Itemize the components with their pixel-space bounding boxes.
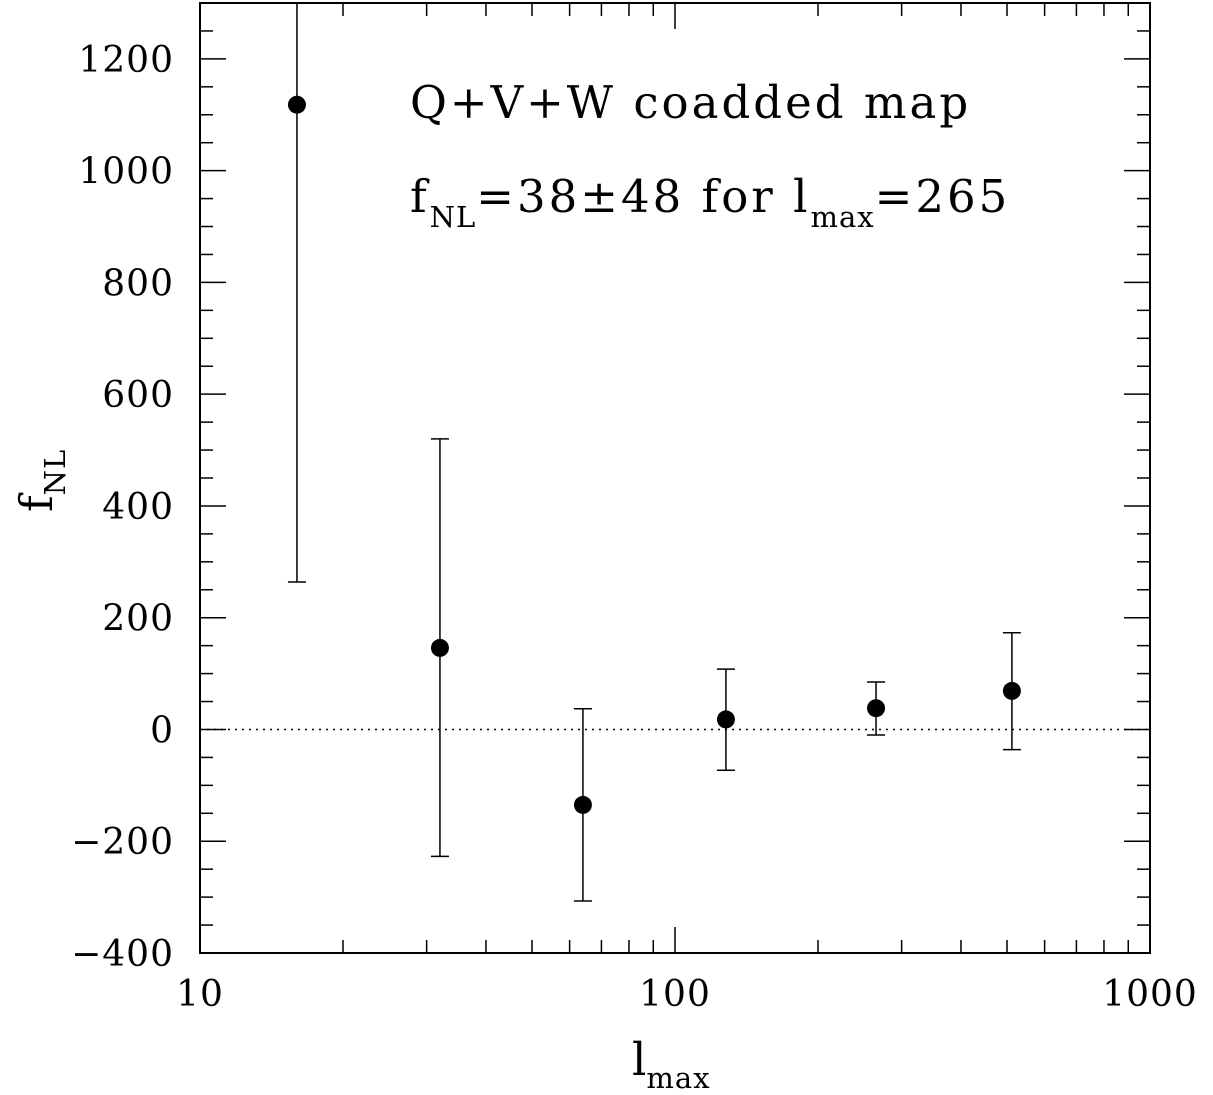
annotation-lmax-value: =265 <box>875 170 1011 223</box>
y-axis-title: fNL <box>10 449 72 512</box>
x-axis-title-sub: max <box>646 1061 710 1095</box>
annotation-fnl: f <box>410 170 430 223</box>
x-axis-title: lmax <box>632 1033 711 1095</box>
y-tick-label: 1200 <box>78 40 174 81</box>
y-tick-label: 400 <box>102 487 174 528</box>
data-point <box>716 710 735 729</box>
annotation-value: =38±48 for l <box>476 170 810 223</box>
y-tick-label: 1000 <box>78 152 174 193</box>
data-point <box>1002 681 1021 700</box>
y-tick-label: −200 <box>71 822 174 863</box>
data-points <box>287 3 1021 902</box>
x-tick-labels: 10 100 1000 <box>176 974 1198 1015</box>
y-tick-label: 800 <box>102 263 174 304</box>
y-tick-label: 0 <box>150 710 174 751</box>
major-ticks <box>199 3 1151 954</box>
data-point <box>867 699 886 718</box>
y-tick-labels: −400 −200 0 200 400 600 800 1000 1200 <box>71 40 174 975</box>
annotation-title: Q+V+W coadded map <box>410 76 971 129</box>
x-axis-title-main: l <box>632 1033 646 1086</box>
x-tick-label: 1000 <box>1102 974 1198 1015</box>
y-axis-title-main: f <box>10 492 63 512</box>
annotation-result: fNL=38±48 for lmax=265 <box>410 170 1010 234</box>
data-point <box>287 95 306 114</box>
annotation-fnl-sub: NL <box>430 200 477 234</box>
x-tick-label: 100 <box>639 974 711 1015</box>
y-tick-label: 600 <box>102 375 174 416</box>
x-tick-label: 10 <box>176 974 224 1015</box>
data-point <box>573 795 592 814</box>
minor-ticks <box>200 2 1150 953</box>
plot-frame <box>199 2 1151 954</box>
annotation-lmax-sub: max <box>811 200 875 234</box>
y-tick-label: −400 <box>71 934 174 975</box>
y-tick-label: 200 <box>102 599 174 640</box>
y-axis-title-sub: NL <box>38 449 72 496</box>
data-point <box>430 638 449 657</box>
